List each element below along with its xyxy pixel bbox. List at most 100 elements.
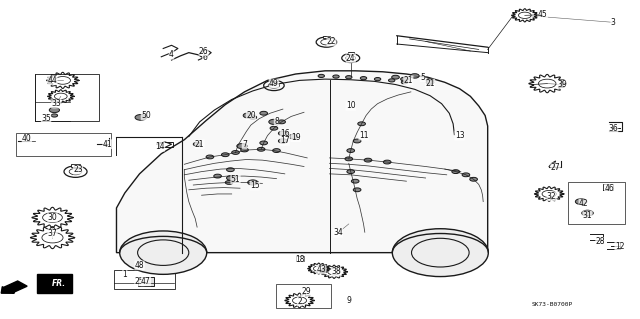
Text: FR.: FR.: [52, 279, 66, 288]
Bar: [323, 36, 330, 38]
Circle shape: [401, 81, 408, 84]
Text: 23: 23: [73, 165, 83, 174]
Text: 24: 24: [346, 54, 356, 63]
Bar: [16, 133, 111, 156]
Circle shape: [260, 111, 268, 115]
Text: 40: 40: [22, 134, 32, 143]
Circle shape: [346, 76, 352, 79]
Circle shape: [364, 158, 372, 162]
Text: 41: 41: [102, 140, 113, 149]
Text: 11: 11: [359, 131, 368, 140]
Text: 15: 15: [250, 181, 260, 190]
Text: 39: 39: [557, 80, 567, 89]
Text: 9: 9: [346, 296, 351, 305]
Text: 31: 31: [582, 211, 593, 220]
Circle shape: [278, 120, 285, 124]
Text: 19: 19: [291, 133, 301, 142]
Bar: [37, 274, 72, 293]
Bar: [35, 74, 99, 121]
Bar: [159, 142, 173, 147]
Text: 14: 14: [155, 142, 165, 151]
Circle shape: [353, 188, 361, 192]
Text: 34: 34: [333, 228, 343, 237]
Circle shape: [120, 231, 207, 274]
Circle shape: [249, 115, 257, 119]
Circle shape: [582, 210, 593, 216]
Circle shape: [278, 139, 287, 143]
Text: 30: 30: [47, 213, 58, 222]
Text: SK73-B0700P: SK73-B0700P: [531, 302, 572, 307]
Text: 51: 51: [230, 175, 241, 184]
Text: 22: 22: [327, 37, 336, 46]
Bar: [114, 270, 175, 289]
Circle shape: [347, 149, 355, 152]
Circle shape: [289, 134, 298, 139]
Text: 8: 8: [274, 117, 279, 126]
Circle shape: [426, 80, 434, 84]
Text: 28: 28: [596, 237, 605, 246]
Circle shape: [227, 168, 234, 172]
Circle shape: [248, 180, 258, 185]
Circle shape: [345, 157, 353, 161]
Text: 16: 16: [280, 129, 290, 138]
Bar: [276, 284, 331, 308]
Circle shape: [214, 174, 221, 178]
Text: 21: 21: [426, 79, 435, 88]
Text: 12: 12: [615, 242, 624, 251]
Circle shape: [392, 75, 399, 79]
Text: 43: 43: [316, 265, 326, 274]
Text: 45: 45: [538, 10, 548, 19]
Circle shape: [374, 78, 381, 81]
Circle shape: [351, 179, 359, 183]
Circle shape: [51, 114, 58, 117]
Text: 42: 42: [579, 199, 589, 208]
Circle shape: [401, 77, 408, 81]
Circle shape: [227, 175, 237, 181]
Circle shape: [243, 113, 253, 118]
Text: 4: 4: [169, 50, 174, 59]
Text: 36: 36: [608, 124, 618, 133]
FancyArrow shape: [1, 281, 27, 293]
Circle shape: [462, 173, 470, 177]
Text: 10: 10: [346, 101, 356, 110]
Circle shape: [358, 122, 365, 126]
Circle shape: [221, 153, 229, 157]
Text: 33: 33: [51, 99, 61, 108]
Text: 32: 32: [547, 192, 557, 201]
Circle shape: [470, 177, 477, 181]
Text: 21: 21: [195, 140, 204, 149]
Bar: [72, 165, 79, 167]
Circle shape: [410, 74, 419, 78]
Circle shape: [575, 199, 587, 204]
Text: 47: 47: [141, 277, 151, 286]
Text: 49: 49: [269, 79, 279, 88]
Text: 3: 3: [611, 18, 616, 27]
Text: 17: 17: [280, 137, 290, 145]
Circle shape: [278, 131, 287, 136]
Bar: [136, 258, 143, 260]
Circle shape: [260, 141, 268, 145]
Polygon shape: [116, 71, 488, 253]
Text: 46: 46: [604, 184, 614, 193]
Circle shape: [318, 74, 324, 78]
Text: 29: 29: [301, 287, 311, 296]
Circle shape: [353, 139, 361, 143]
Circle shape: [232, 151, 239, 154]
Text: 13: 13: [454, 131, 465, 140]
Bar: [270, 79, 278, 81]
Circle shape: [273, 149, 280, 152]
Circle shape: [237, 144, 247, 149]
Circle shape: [388, 79, 395, 82]
Circle shape: [347, 170, 355, 174]
Circle shape: [360, 77, 367, 80]
Circle shape: [426, 78, 434, 82]
Circle shape: [452, 170, 460, 174]
Circle shape: [241, 148, 248, 152]
Text: 26: 26: [198, 47, 209, 56]
Text: 25: 25: [134, 277, 145, 286]
Text: 37: 37: [47, 229, 58, 238]
Text: 21: 21: [404, 76, 413, 85]
Text: 44: 44: [47, 76, 58, 85]
Text: 48: 48: [134, 261, 145, 270]
Bar: [568, 182, 625, 224]
